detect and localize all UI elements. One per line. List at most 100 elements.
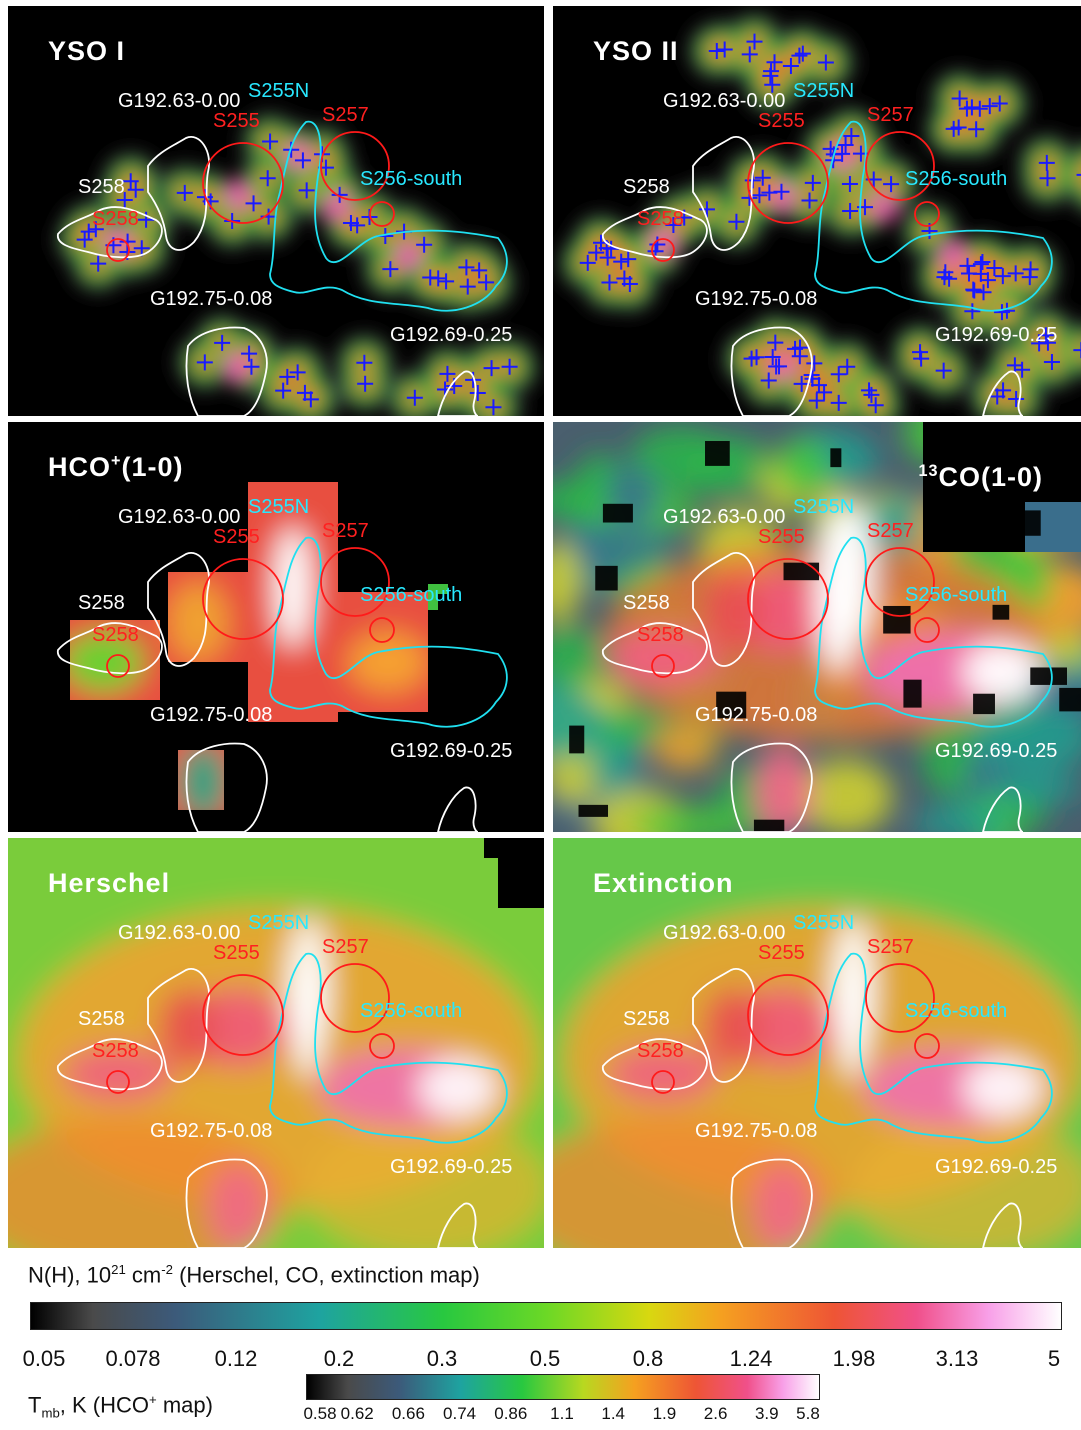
yso-marker	[331, 186, 348, 203]
contour-white2	[692, 968, 755, 1083]
colorbar-tmb-tick: 0.66	[391, 1404, 425, 1423]
s258-circle	[651, 238, 675, 262]
yso-marker	[698, 201, 715, 218]
s255-circle	[747, 558, 829, 640]
yso-marker	[842, 203, 859, 220]
colorbar-tmb-tick: 3.9	[754, 1404, 779, 1423]
label-g19263: G192.63-0.00	[663, 506, 786, 528]
contour-white1	[57, 206, 163, 259]
label-s255: S255	[213, 942, 260, 964]
yso-marker	[782, 57, 799, 74]
contour-white2	[692, 552, 755, 667]
s257-circle	[865, 131, 935, 201]
label-g19263: G192.63-0.00	[663, 90, 786, 112]
yso-marker	[262, 133, 279, 150]
yso-marker	[279, 368, 296, 385]
panel-yso2: G192.63-0.00 S255N S255 S257 S258 S258 S256-so…	[553, 6, 1081, 416]
yso-marker	[912, 344, 929, 361]
yso-marker	[804, 174, 821, 191]
colorbar-tmb-tick: 1.1	[550, 1404, 574, 1423]
yso-marker	[1076, 173, 1081, 176]
yso-marker	[289, 364, 306, 381]
yso-marker	[963, 99, 980, 116]
panel-extinction: G192.63-0.00 S255N S255 S257 S258 S258 S256-so…	[553, 838, 1081, 1248]
contour-white1	[602, 206, 708, 259]
label-s258_red: S258	[92, 1040, 139, 1062]
yso-marker	[294, 152, 311, 169]
yso-marker	[974, 253, 991, 270]
colorbar-tmb-tick: 1.4	[601, 1404, 626, 1423]
yso-marker	[1073, 342, 1081, 359]
yso-marker	[133, 240, 150, 257]
colorbar-nh-tick: 1.24	[729, 1346, 773, 1371]
contour-cyan	[269, 536, 508, 728]
yso-marker	[994, 268, 1011, 285]
contour-white4	[437, 1202, 479, 1248]
label-s258_red: S258	[637, 1040, 684, 1062]
yso-marker	[620, 251, 637, 268]
yso-marker	[708, 43, 725, 60]
contour-cyan	[814, 120, 1053, 312]
colorbar-nh-tick: 1.98	[832, 1346, 876, 1371]
yso-marker	[913, 350, 930, 367]
colorbar-tmb-tick: 0.86	[494, 1404, 528, 1423]
contour-white3	[730, 1158, 813, 1248]
s256-circle	[914, 201, 940, 227]
label-s258_white: S258	[78, 176, 125, 198]
label-s258_white: S258	[623, 592, 670, 614]
yso-marker	[817, 54, 834, 71]
yso-marker	[122, 173, 139, 190]
yso-marker	[991, 95, 1008, 112]
yso-marker	[119, 233, 136, 250]
yso-marker	[76, 231, 93, 248]
contour-white3	[730, 742, 813, 832]
yso-marker	[259, 170, 276, 187]
s257-circle	[320, 547, 390, 617]
label-s256south: S256-south	[360, 584, 463, 606]
panel-herschel-map	[8, 838, 544, 1248]
yso-marker	[1007, 265, 1024, 282]
yso-marker	[965, 281, 982, 298]
label-g19269: G192.69-0.25	[935, 740, 1058, 762]
colorbar-tmb-tick: 0.62	[340, 1404, 374, 1423]
yso-marker	[767, 334, 784, 351]
yso-marker	[801, 192, 818, 209]
yso-marker	[837, 136, 854, 153]
yso-marker	[406, 389, 423, 406]
panel-herschel: G192.63-0.00 S255N S255 S257 S258 S258 S256-so…	[8, 838, 544, 1248]
label-s257: S257	[322, 520, 369, 542]
yso-marker	[439, 365, 456, 382]
label-s255: S255	[758, 110, 805, 132]
label-s258_red: S258	[637, 624, 684, 646]
yso-marker	[761, 184, 778, 201]
contour-white2	[692, 136, 755, 251]
yso-marker	[960, 265, 977, 282]
yso-marker	[357, 375, 374, 392]
yso-marker	[616, 270, 633, 287]
yso-marker	[471, 262, 488, 279]
yso-marker	[469, 384, 486, 401]
label-g19275: G192.75-0.08	[150, 288, 273, 310]
colorbar-nh-tick: 3.13	[935, 1346, 979, 1371]
contour-white4	[437, 786, 479, 832]
panel-hco-map	[57, 482, 508, 832]
yso-marker	[794, 45, 811, 62]
s257-circle	[865, 963, 935, 1033]
yso-marker	[950, 119, 967, 136]
yso-marker	[760, 372, 777, 389]
s255-circle	[202, 142, 284, 224]
colorbar-nh-tick: 0.3	[426, 1346, 458, 1371]
label-s255: S255	[758, 526, 805, 548]
s256-circle	[369, 1033, 395, 1059]
s258-circle	[106, 654, 130, 678]
yso-marker	[768, 358, 785, 375]
s258-circle	[106, 1070, 130, 1094]
label-s256south: S256-south	[360, 168, 463, 190]
colorbar-tmb-title: Tmb, K (HCO+ map)	[28, 1392, 213, 1421]
label-s256south: S256-south	[905, 1000, 1008, 1022]
yso-marker	[245, 195, 262, 212]
contour-cyan	[814, 952, 1053, 1144]
panel-extinction-map	[553, 838, 1081, 1248]
yso-marker	[649, 236, 666, 253]
colorbar-nh	[30, 1302, 1062, 1330]
